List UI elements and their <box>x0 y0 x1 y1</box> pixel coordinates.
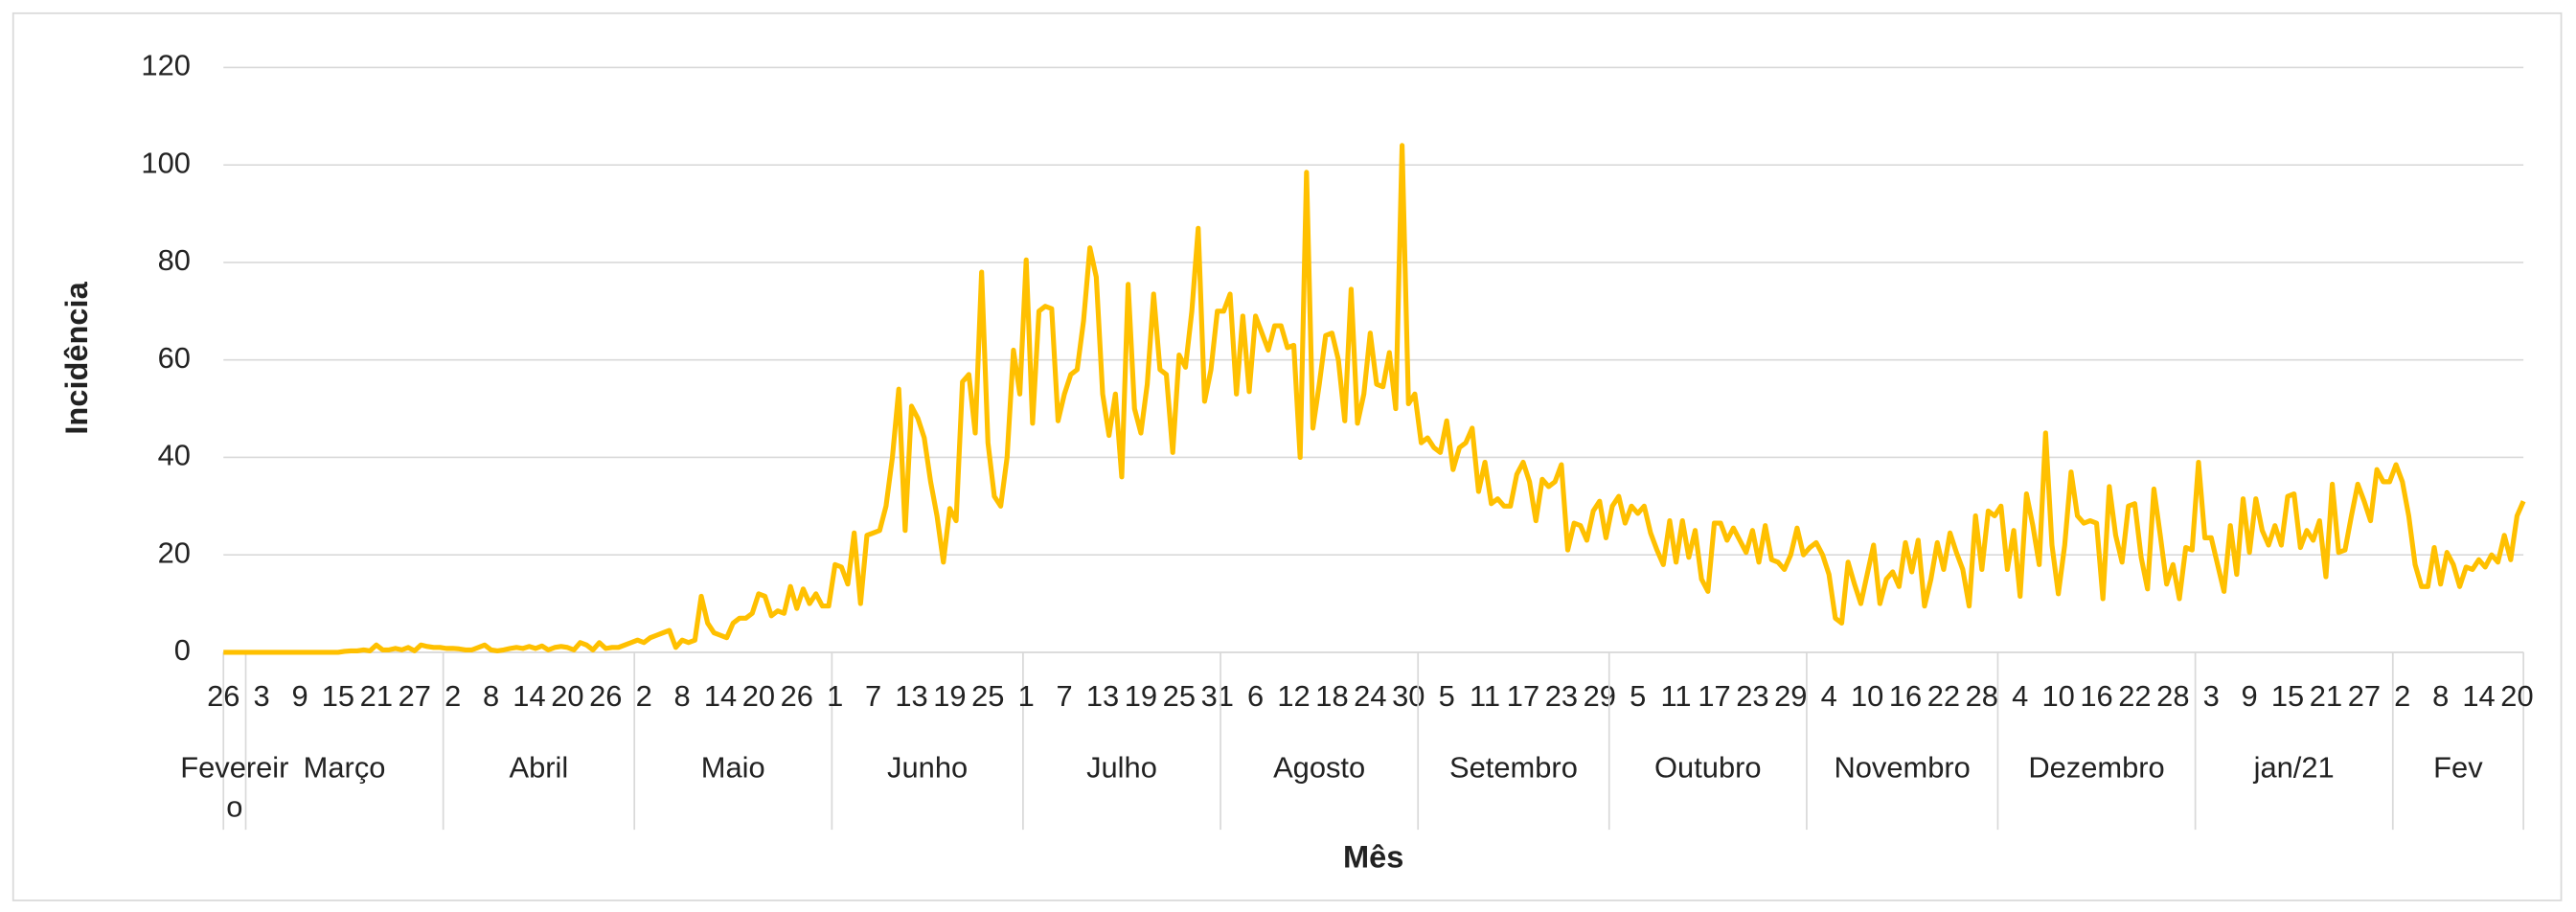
x-tick-label: 14 <box>2462 679 2495 713</box>
x-tick-label: 24 <box>1354 679 1386 713</box>
month-label: Março <box>303 750 386 785</box>
x-tick-label: 5 <box>1630 679 1646 713</box>
x-tick-label: 16 <box>2080 679 2112 713</box>
x-tick-label: 23 <box>1545 679 1578 713</box>
x-tick-label: 25 <box>1163 679 1196 713</box>
x-tick-label: 6 <box>1247 679 1264 713</box>
x-tick-label: 21 <box>360 679 393 713</box>
x-tick-label: 17 <box>1507 679 1539 713</box>
x-tick-label: 1 <box>827 679 843 713</box>
month-label: Fevereiro <box>180 750 289 824</box>
x-tick-label: 22 <box>1927 679 1960 713</box>
x-tick-label: 11 <box>1470 679 1500 713</box>
x-tick-label: 17 <box>1698 679 1730 713</box>
y-axis-title: Incidência <box>59 281 94 434</box>
month-label-box: Julho <box>1086 750 1157 785</box>
month-label: Outubro <box>1654 750 1762 785</box>
x-tick-label: 8 <box>673 679 690 713</box>
x-tick-label: 20 <box>2500 679 2533 713</box>
x-tick-label: 8 <box>2432 679 2449 713</box>
x-tick-label: 2 <box>2394 679 2410 713</box>
month-label-box: Maio <box>700 750 765 785</box>
x-tick-label: 15 <box>2271 679 2304 713</box>
month-label-box: jan/21 <box>2253 750 2335 785</box>
x-tick-label: 16 <box>1889 679 1922 713</box>
x-tick-label: 18 <box>1315 679 1348 713</box>
x-axis-title: Mês <box>1343 840 1403 875</box>
x-tick-label: 28 <box>1966 679 1998 713</box>
x-tick-label: 1 <box>1018 679 1035 713</box>
x-tick-label: 21 <box>2310 679 2342 713</box>
x-tick-label: 5 <box>1439 679 1455 713</box>
x-tick-label: 9 <box>2242 679 2258 713</box>
x-tick-label: 12 <box>1277 679 1310 713</box>
y-tick-label: 40 <box>158 439 191 472</box>
month-label: jan/21 <box>2253 750 2335 785</box>
x-tick-label: 26 <box>589 679 622 713</box>
x-tick-label: 4 <box>1821 679 1837 713</box>
month-label-box: Dezembro <box>2028 750 2165 785</box>
x-tick-label: 9 <box>291 679 308 713</box>
x-tick-label: 14 <box>513 679 545 713</box>
month-label-box: Fev <box>2433 750 2483 785</box>
x-tick-label: 30 <box>1392 679 1425 713</box>
x-tick-label: 25 <box>971 679 1004 713</box>
month-label: Novembro <box>1834 750 1971 785</box>
month-label: Maio <box>700 750 765 785</box>
y-tick-label: 100 <box>141 146 191 179</box>
x-tick-label: 22 <box>2118 679 2151 713</box>
x-tick-label: 15 <box>322 679 354 713</box>
x-tick-label: 13 <box>895 679 927 713</box>
month-label: Dezembro <box>2028 750 2165 785</box>
y-tick-label: 120 <box>141 49 191 82</box>
x-tick-label: 29 <box>1774 679 1807 713</box>
data-line <box>223 143 2526 655</box>
month-label: Abril <box>509 750 569 785</box>
x-tick-label: 3 <box>254 679 270 713</box>
x-tick-label: 11 <box>1661 679 1692 713</box>
month-label: Junho <box>887 750 969 785</box>
x-tick-label: 29 <box>1584 679 1616 713</box>
x-tick-label: 3 <box>2203 679 2220 713</box>
x-tick-label: 13 <box>1086 679 1119 713</box>
y-tick-label: 80 <box>158 243 191 277</box>
x-tick-label: 8 <box>483 679 499 713</box>
month-label-box: Fevereiro <box>180 750 289 824</box>
x-tick-label: 26 <box>207 679 239 713</box>
x-tick-label: 2 <box>636 679 652 713</box>
month-label-box: Março <box>303 750 386 785</box>
month-label: Agosto <box>1273 750 1366 785</box>
month-label-box: Outubro <box>1654 750 1762 785</box>
x-tick-label: 19 <box>1125 679 1157 713</box>
x-tick-label: 28 <box>2156 679 2189 713</box>
x-tick-label: 2 <box>445 679 461 713</box>
x-tick-label: 4 <box>2012 679 2028 713</box>
x-tick-label: 10 <box>1851 679 1883 713</box>
x-tick-label: 7 <box>865 679 881 713</box>
x-tick-label: 19 <box>933 679 966 713</box>
x-tick-label: 14 <box>704 679 737 713</box>
x-tick-label: 20 <box>742 679 775 713</box>
x-tick-label: 7 <box>1057 679 1073 713</box>
month-label-box: Setembro <box>1449 750 1578 785</box>
month-label: Fev <box>2433 750 2483 785</box>
month-label-box: Novembro <box>1834 750 1971 785</box>
y-tick-label: 60 <box>158 341 191 375</box>
y-tick-label: 20 <box>158 536 191 569</box>
x-tick-label: 27 <box>2348 679 2381 713</box>
x-tick-label: 31 <box>1201 679 1234 713</box>
x-tick-label: 27 <box>399 679 431 713</box>
x-tick-label: 26 <box>781 679 813 713</box>
month-label: Setembro <box>1449 750 1578 785</box>
x-tick-label: 23 <box>1736 679 1768 713</box>
month-label-box: Abril <box>509 750 569 785</box>
month-label: Julho <box>1086 750 1157 785</box>
x-tick-label: 20 <box>551 679 583 713</box>
x-tick-label: 10 <box>2041 679 2074 713</box>
y-tick-label: 0 <box>174 633 191 667</box>
month-label-box: Agosto <box>1273 750 1366 785</box>
month-label-box: Junho <box>887 750 969 785</box>
